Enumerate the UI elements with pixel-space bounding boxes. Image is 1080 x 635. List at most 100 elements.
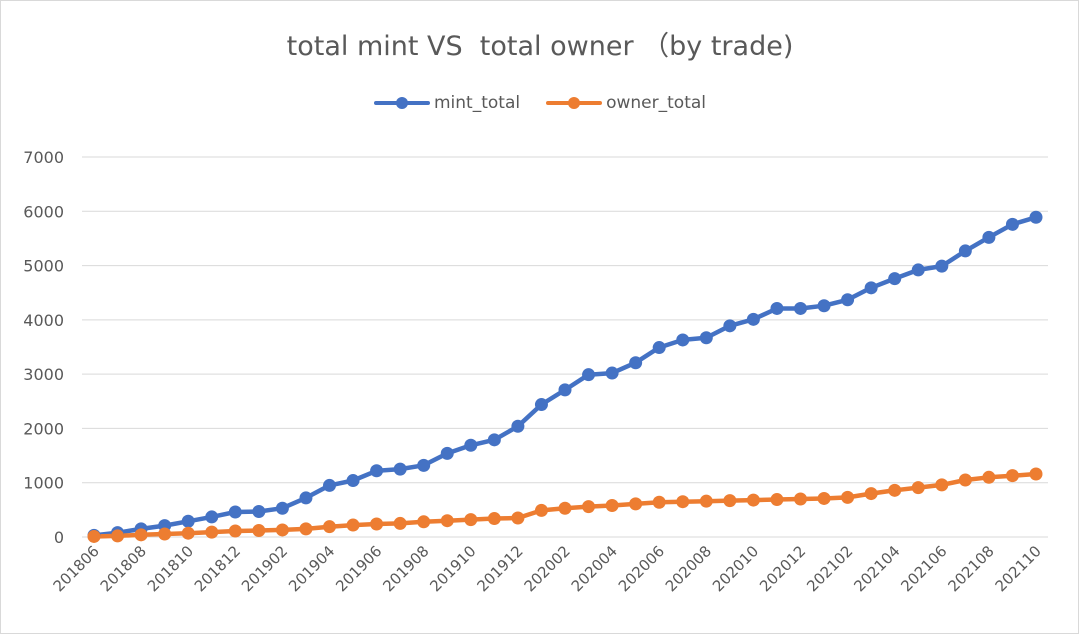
data-point-owner-total (417, 515, 431, 529)
data-point-owner-total (487, 512, 501, 526)
data-point-owner-total (464, 513, 478, 527)
y-tick-label: 5000 (23, 257, 64, 276)
data-point-owner-total (582, 500, 596, 514)
data-point-owner-total (982, 470, 996, 484)
legend-item-mint-total: mint_total (373, 93, 521, 113)
x-tick-label: 201912 (474, 542, 527, 595)
x-tick-label: 202108 (945, 542, 998, 595)
data-point-owner-total (558, 501, 572, 515)
x-tick-label: 201902 (238, 542, 291, 595)
data-point-owner-total (794, 492, 807, 506)
data-point-mint-total (864, 281, 878, 295)
data-point-owner-total (817, 491, 831, 505)
data-point-mint-total (817, 299, 831, 313)
y-tick-label: 3000 (23, 365, 64, 384)
x-tick-label: 202104 (850, 542, 903, 595)
data-point-owner-total (699, 494, 713, 508)
data-point-mint-total (511, 419, 525, 433)
legend: mint_total owner_total (0, 93, 1080, 113)
y-tick-label: 7000 (23, 148, 64, 167)
data-point-owner-total (275, 523, 289, 537)
x-tick-label: 201810 (144, 542, 197, 595)
data-point-mint-total (699, 331, 713, 345)
data-point-owner-total (911, 481, 925, 495)
y-tick-label: 6000 (23, 202, 64, 221)
data-point-mint-total (982, 230, 996, 244)
data-point-owner-total (958, 473, 972, 487)
data-point-owner-total (841, 490, 855, 504)
data-point-mint-total (582, 368, 596, 382)
data-point-owner-total (1005, 469, 1019, 483)
data-point-mint-total (440, 446, 454, 460)
legend-swatch-owner-total (546, 97, 603, 109)
data-point-owner-total (864, 487, 878, 501)
data-point-owner-total (629, 497, 643, 511)
data-point-owner-total (723, 494, 737, 508)
data-point-owner-total (511, 511, 525, 525)
data-point-owner-total (440, 514, 454, 528)
data-point-mint-total (888, 272, 902, 286)
x-tick-label: 201906 (332, 542, 385, 595)
data-point-mint-total (605, 366, 619, 380)
legend-label-mint-total: mint_total (433, 93, 521, 113)
x-tick-label: 202006 (615, 542, 668, 595)
data-point-owner-total (676, 495, 690, 509)
x-tick-label: 202004 (568, 542, 621, 595)
data-point-mint-total (746, 312, 760, 326)
data-point-mint-total (558, 383, 572, 397)
data-point-owner-total (746, 493, 760, 507)
data-point-owner-total (935, 478, 949, 492)
data-point-owner-total (134, 528, 148, 542)
data-point-mint-total (911, 263, 925, 277)
x-tick-label: 201806 (50, 542, 103, 595)
legend-item-owner-total: owner_total (546, 93, 706, 113)
data-point-mint-total (1005, 217, 1019, 231)
x-tick-label: 202102 (803, 542, 856, 595)
data-point-mint-total (181, 514, 195, 528)
data-point-owner-total (299, 522, 313, 536)
data-point-mint-total (958, 244, 972, 258)
x-tick-label: 202110 (992, 542, 1045, 595)
legend-swatch-mint-total (373, 97, 430, 109)
data-point-mint-total (629, 356, 643, 370)
data-point-owner-total (181, 526, 195, 540)
data-point-mint-total (676, 333, 690, 347)
x-tick-label: 202012 (756, 542, 809, 595)
x-tick-label: 201908 (379, 542, 432, 595)
data-point-owner-total (205, 525, 219, 539)
data-point-mint-total (370, 464, 384, 478)
data-point-owner-total (652, 495, 666, 509)
data-point-mint-total (323, 478, 336, 492)
data-point-owner-total (534, 503, 548, 517)
data-point-owner-total (370, 517, 384, 531)
data-point-mint-total (841, 293, 855, 307)
data-point-owner-total (770, 493, 784, 507)
data-point-mint-total (393, 462, 407, 476)
data-point-owner-total (158, 527, 172, 541)
data-point-mint-total (252, 504, 266, 518)
x-tick-label: 201812 (191, 542, 244, 595)
data-point-owner-total (1029, 467, 1043, 481)
data-point-owner-total (393, 516, 407, 530)
data-point-mint-total (464, 438, 478, 452)
y-tick-label: 1000 (23, 474, 64, 493)
data-point-owner-total (87, 529, 101, 543)
x-tick-label: 202008 (662, 542, 715, 595)
data-point-mint-total (1029, 210, 1043, 224)
data-point-mint-total (770, 301, 784, 315)
data-point-mint-total (417, 458, 431, 472)
x-tick-label: 202106 (897, 542, 950, 595)
data-point-owner-total (252, 523, 266, 537)
data-point-mint-total (299, 491, 313, 505)
data-point-mint-total (205, 510, 219, 524)
data-point-owner-total (111, 529, 125, 543)
x-tick-label: 201910 (426, 542, 479, 595)
data-point-owner-total (605, 499, 619, 513)
x-tick-label: 202002 (521, 542, 574, 595)
data-point-owner-total (888, 483, 902, 497)
x-tick-label: 201904 (285, 542, 338, 595)
data-point-owner-total (228, 524, 242, 538)
data-point-mint-total (346, 474, 360, 488)
